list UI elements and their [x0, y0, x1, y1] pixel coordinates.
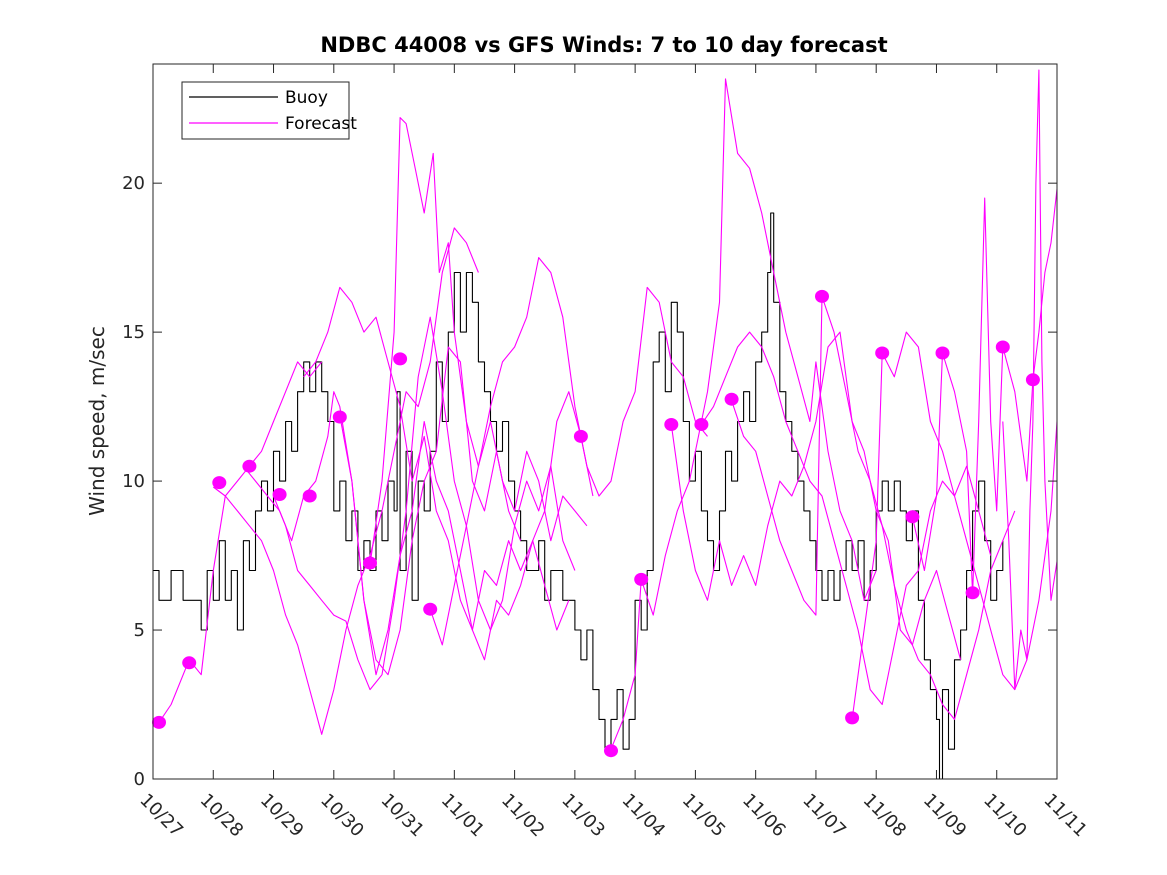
legend-label-forecast: Forecast: [285, 114, 357, 134]
forecast-marker: [182, 656, 197, 670]
forecast-marker: [212, 476, 227, 490]
series-line-forecast-11: [700, 331, 992, 706]
forecast-marker: [363, 556, 377, 570]
y-tick-label: 0: [134, 769, 145, 790]
forecast-marker: [272, 488, 287, 501]
series-line-forecast-15: [1002, 69, 1057, 691]
series-line-forecast-12: [731, 295, 1016, 720]
series-line-forecast-9: [610, 78, 877, 750]
y-axis-ticks: 0 5 10 15 20: [122, 173, 1057, 790]
forecast-marker: [423, 602, 438, 616]
forecast-marker: [935, 346, 950, 360]
series-line-forecast-5: [303, 286, 570, 631]
y-tick-label: 10: [122, 471, 145, 492]
forecast-marker: [664, 418, 679, 431]
y-tick-label: 20: [122, 173, 145, 194]
forecast-marker: [694, 418, 709, 431]
y-tick-label: 5: [134, 620, 145, 641]
forecast-marker: [724, 392, 739, 406]
series-line-forecast-8: [429, 257, 708, 646]
forecast-marker: [152, 715, 166, 729]
forecast-marker: [242, 459, 257, 473]
series-line-forecast-4: [272, 316, 576, 691]
forecast-marker: [995, 340, 1010, 354]
legend-label-buoy: Buoy: [285, 88, 328, 108]
series-line-forecast-3: [242, 346, 522, 676]
marker-layer: [152, 289, 1040, 758]
legend-box: [181, 81, 350, 140]
forecast-marker: [875, 346, 890, 360]
forecast-marker: [393, 352, 408, 366]
series-line-forecast-7: [369, 117, 588, 565]
forecast-marker: [815, 289, 829, 303]
forecast-marker: [302, 489, 317, 503]
axes-box: [152, 63, 1058, 780]
series-line-forecast-6: [339, 391, 594, 676]
chart-title: NDBC 44008 vs GFS Winds: 7 to 10 day for…: [320, 33, 887, 57]
forecast-marker: [845, 711, 860, 725]
forecast-marker: [604, 744, 618, 758]
plot-area: [152, 69, 1057, 779]
legend: Buoy Forecast: [181, 81, 357, 140]
forecast-marker: [332, 410, 347, 424]
forecast-marker: [965, 586, 980, 600]
forecast-marker: [1025, 373, 1040, 387]
y-axis-label: Wind speed, m/sec: [85, 326, 109, 516]
series-line-forecast-2: [212, 227, 479, 735]
forecast-marker: [905, 510, 920, 524]
series-line-buoy: [153, 212, 1004, 779]
series-layer: [153, 69, 1057, 779]
y-tick-label: 15: [122, 322, 145, 343]
forecast-marker: [634, 572, 649, 586]
forecast-marker: [573, 429, 588, 443]
